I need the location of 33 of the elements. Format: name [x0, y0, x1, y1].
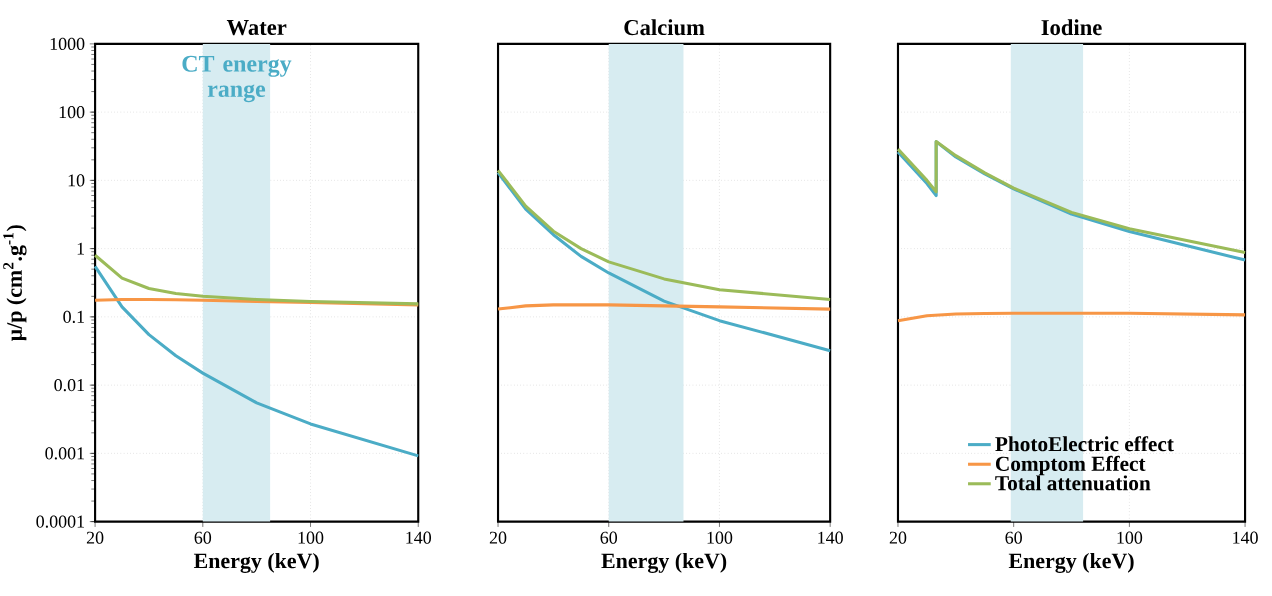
chart-title: Iodine — [1041, 19, 1102, 35]
x-tick-label: 60 — [600, 531, 618, 544]
x-tick-label: 20 — [489, 531, 507, 544]
y-tick-label: 0.1 — [63, 310, 84, 323]
legend-label: PhotoElectric effect — [995, 435, 1174, 452]
y-tick-label: 1 — [77, 242, 84, 255]
x-tick-label: 140 — [818, 531, 843, 544]
chart-title: Water — [226, 19, 287, 35]
y-tick-label: 100 — [59, 105, 85, 118]
x-tick-label: 140 — [1233, 531, 1258, 544]
y-tick-label: 0.01 — [54, 378, 84, 392]
chart-title: Calcium — [624, 19, 705, 35]
x-tick-label: 60 — [194, 531, 212, 544]
line-series — [93, 253, 420, 306]
x-axis-title: Energy (keV) — [1008, 552, 1134, 573]
y-tick-label: 0.001 — [45, 447, 84, 460]
y-axis-title: μ/p (cm$^{2}$.g$^{-1}$) — [3, 224, 27, 341]
x-axis-title: Energy (keV) — [601, 552, 727, 573]
x-tick-label: 100 — [1117, 531, 1143, 544]
x-axis-title: Energy (keV) — [193, 552, 319, 573]
x-tick-label: 20 — [889, 531, 907, 544]
band-label: CT energy range — [182, 55, 292, 102]
y-tick-label: 10 — [68, 174, 85, 187]
x-tick-label: 60 — [1005, 531, 1022, 544]
legend-label: Total attenuation — [995, 475, 1151, 491]
x-tick-label: 140 — [406, 531, 432, 544]
x-tick-label: 20 — [86, 531, 104, 544]
y-tick-label: 0.0001 — [36, 515, 84, 528]
x-tick-label: 100 — [298, 531, 324, 544]
line-series — [93, 264, 420, 458]
x-tick-label: 100 — [707, 531, 733, 544]
legend-label: Comptom Effect — [995, 455, 1146, 476]
y-tick-label: 1000 — [50, 37, 85, 50]
